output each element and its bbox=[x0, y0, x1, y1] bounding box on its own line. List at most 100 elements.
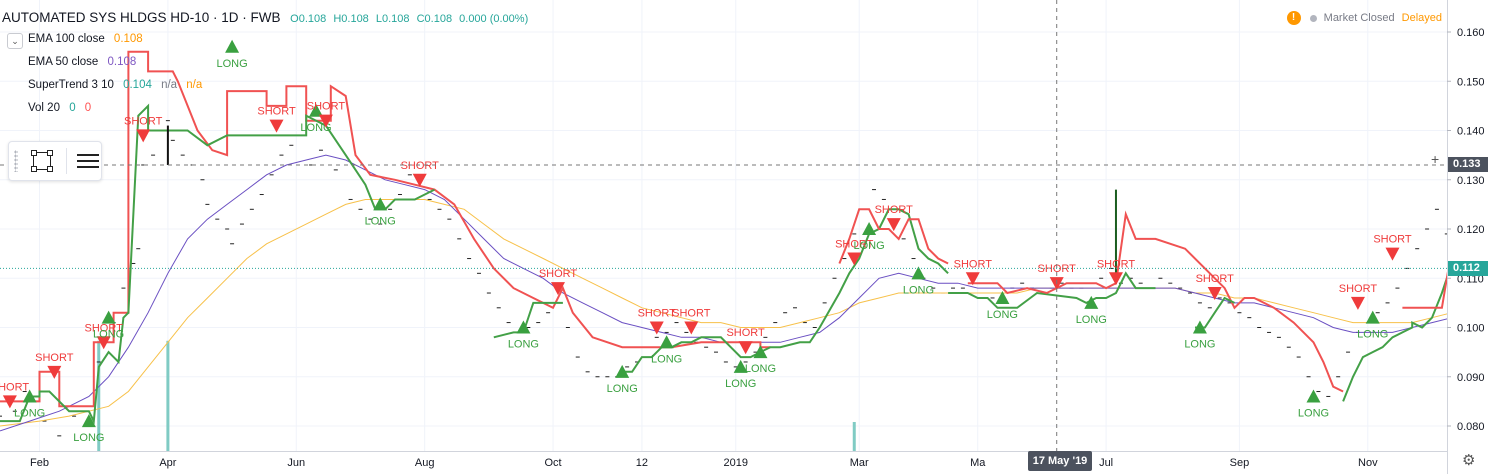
crosshair-plus-icon[interactable]: + bbox=[1431, 151, 1440, 167]
short-signal-arrow bbox=[136, 129, 151, 143]
legend-supertrend[interactable]: SuperTrend 3 10 0.104 n/a n/a bbox=[28, 76, 208, 99]
y-tick-label: 0.110 bbox=[1457, 273, 1484, 285]
legend-ema100[interactable]: EMA 100 close 0.108 bbox=[28, 30, 208, 53]
long-signal-arrow bbox=[1192, 320, 1207, 334]
legend-label: SuperTrend 3 10 bbox=[28, 79, 114, 91]
long-signal-label: LONG bbox=[853, 240, 884, 252]
short-signal-arrow bbox=[550, 282, 565, 296]
crosshair-date-label: 17 May '19 bbox=[1027, 451, 1093, 471]
delayed-label: Delayed bbox=[1401, 11, 1442, 24]
close-value: C0.108 bbox=[416, 13, 453, 25]
x-tick-label: 2019 bbox=[724, 457, 748, 469]
long-signal-arrow bbox=[309, 103, 324, 117]
long-signal-arrow bbox=[995, 290, 1010, 304]
short-signal-arrow bbox=[96, 336, 111, 350]
signal-markers: SHORTLONGSHORTLONGSHORTLONGSHORTLONGSHOR… bbox=[0, 39, 1412, 444]
short-signal-arrow bbox=[47, 365, 62, 379]
legend-value: n/a bbox=[161, 79, 178, 91]
indicator-legend: EMA 100 close 0.108 EMA 50 close 0.108 S… bbox=[28, 30, 208, 122]
legend-label: EMA 100 close bbox=[28, 33, 105, 45]
short-signal-arrow bbox=[1207, 287, 1222, 301]
line-settings-icon[interactable] bbox=[77, 154, 99, 172]
legend-volume[interactable]: Vol 20 0 0 bbox=[28, 99, 208, 122]
short-signal-arrow bbox=[269, 119, 284, 133]
short-signal-arrow bbox=[2, 395, 17, 409]
supertrend-segment-down bbox=[967, 210, 1344, 393]
y-tick-label: 0.130 bbox=[1457, 175, 1485, 187]
long-signal-label: LONG bbox=[14, 407, 45, 419]
long-signal-arrow bbox=[101, 310, 116, 324]
long-signal-label: LONG bbox=[1076, 314, 1107, 326]
x-tick-label: 12 bbox=[636, 457, 648, 469]
long-signal-label: LONG bbox=[300, 122, 331, 134]
short-signal-label: SHORT bbox=[85, 322, 124, 334]
short-signal-label: SHORT bbox=[539, 268, 578, 280]
short-signal-arrow bbox=[412, 173, 427, 187]
last-price-label: 0.112 bbox=[1448, 260, 1488, 276]
long-signal-arrow bbox=[753, 345, 768, 359]
supertrend-segment-up bbox=[948, 271, 1156, 309]
grid-lines bbox=[0, 0, 1447, 451]
legend-ema50[interactable]: EMA 50 close 0.108 bbox=[28, 53, 208, 76]
warning-icon[interactable]: ! bbox=[1286, 11, 1301, 25]
gear-icon[interactable]: ⚙ bbox=[1462, 452, 1476, 469]
x-tick-label: Jun bbox=[287, 457, 305, 469]
short-signal-arrow bbox=[1385, 247, 1400, 261]
low-value: L0.108 bbox=[375, 13, 410, 25]
short-signal-arrow bbox=[318, 114, 333, 128]
legend-collapse-button[interactable]: ⌄ bbox=[7, 33, 23, 49]
crosshair bbox=[0, 0, 1447, 451]
x-tick-label: Aug bbox=[415, 457, 435, 469]
short-signal-label: SHORT bbox=[835, 239, 874, 251]
long-signal-arrow bbox=[659, 335, 674, 349]
legend-value: 0 bbox=[84, 102, 92, 114]
long-signal-arrow bbox=[911, 266, 926, 280]
short-signal-label: SHORT bbox=[1196, 273, 1235, 285]
drag-handle-icon[interactable] bbox=[14, 150, 18, 172]
short-signal-arrow bbox=[965, 272, 980, 286]
short-signal-label: SHORT bbox=[1038, 263, 1077, 275]
long-signal-arrow bbox=[862, 222, 877, 235]
long-signal-label: LONG bbox=[987, 309, 1018, 321]
long-signal-arrow bbox=[733, 359, 748, 373]
legend-value: 0 bbox=[69, 102, 76, 114]
short-signal-label: SHORT bbox=[307, 101, 346, 113]
rectangle-tool-icon[interactable] bbox=[31, 150, 53, 172]
long-signal-label: LONG bbox=[93, 329, 124, 341]
symbol-title[interactable]: AUTOMATED SYS HLDGS HD-10 · 1D · FWB bbox=[2, 10, 281, 25]
short-signal-label: SHORT bbox=[875, 204, 914, 216]
x-tick-label: Nov bbox=[1358, 457, 1378, 469]
short-signal-label: SHORT bbox=[954, 258, 993, 270]
y-tick-label: 0.100 bbox=[1457, 323, 1485, 335]
status-dot-icon bbox=[1309, 14, 1317, 22]
y-tick-label: 0.120 bbox=[1457, 224, 1485, 236]
supertrend-segment-up bbox=[493, 301, 563, 339]
long-signal-arrow bbox=[615, 364, 630, 378]
x-tick-label: Feb bbox=[30, 457, 49, 469]
volume-bar bbox=[97, 340, 101, 451]
long-signal-label: LONG bbox=[1357, 329, 1388, 341]
ohlc-values: O0.108 H0.108 L0.108 C0.108 0.000 (0.00%… bbox=[290, 13, 532, 25]
high-value: H0.108 bbox=[333, 13, 369, 25]
long-signal-label: LONG bbox=[73, 432, 104, 444]
short-signal-label: SHORT bbox=[0, 381, 29, 393]
legend-value: n/a bbox=[186, 79, 203, 91]
drawing-toolbar bbox=[8, 141, 102, 181]
long-signal-label: LONG bbox=[1298, 407, 1329, 419]
supertrend-segment-down bbox=[0, 50, 771, 408]
change-value: 0.000 (0.00%) bbox=[459, 13, 529, 25]
volume-bar bbox=[166, 340, 170, 451]
short-signal-arrow bbox=[649, 321, 664, 335]
volume-bar bbox=[852, 422, 856, 451]
open-value: O0.108 bbox=[290, 13, 327, 25]
price-axis-bg bbox=[1447, 0, 1494, 474]
short-signal-label: SHORT bbox=[1097, 258, 1136, 270]
y-tick-label: 0.140 bbox=[1457, 126, 1485, 138]
long-signal-label: LONG bbox=[651, 353, 682, 365]
short-signal-arrow bbox=[847, 252, 862, 266]
short-signal-arrow bbox=[1108, 272, 1123, 286]
short-signal-label: SHORT bbox=[1339, 283, 1378, 295]
supertrend-segment-down bbox=[838, 208, 949, 265]
long-signal-label: LONG bbox=[607, 383, 638, 395]
